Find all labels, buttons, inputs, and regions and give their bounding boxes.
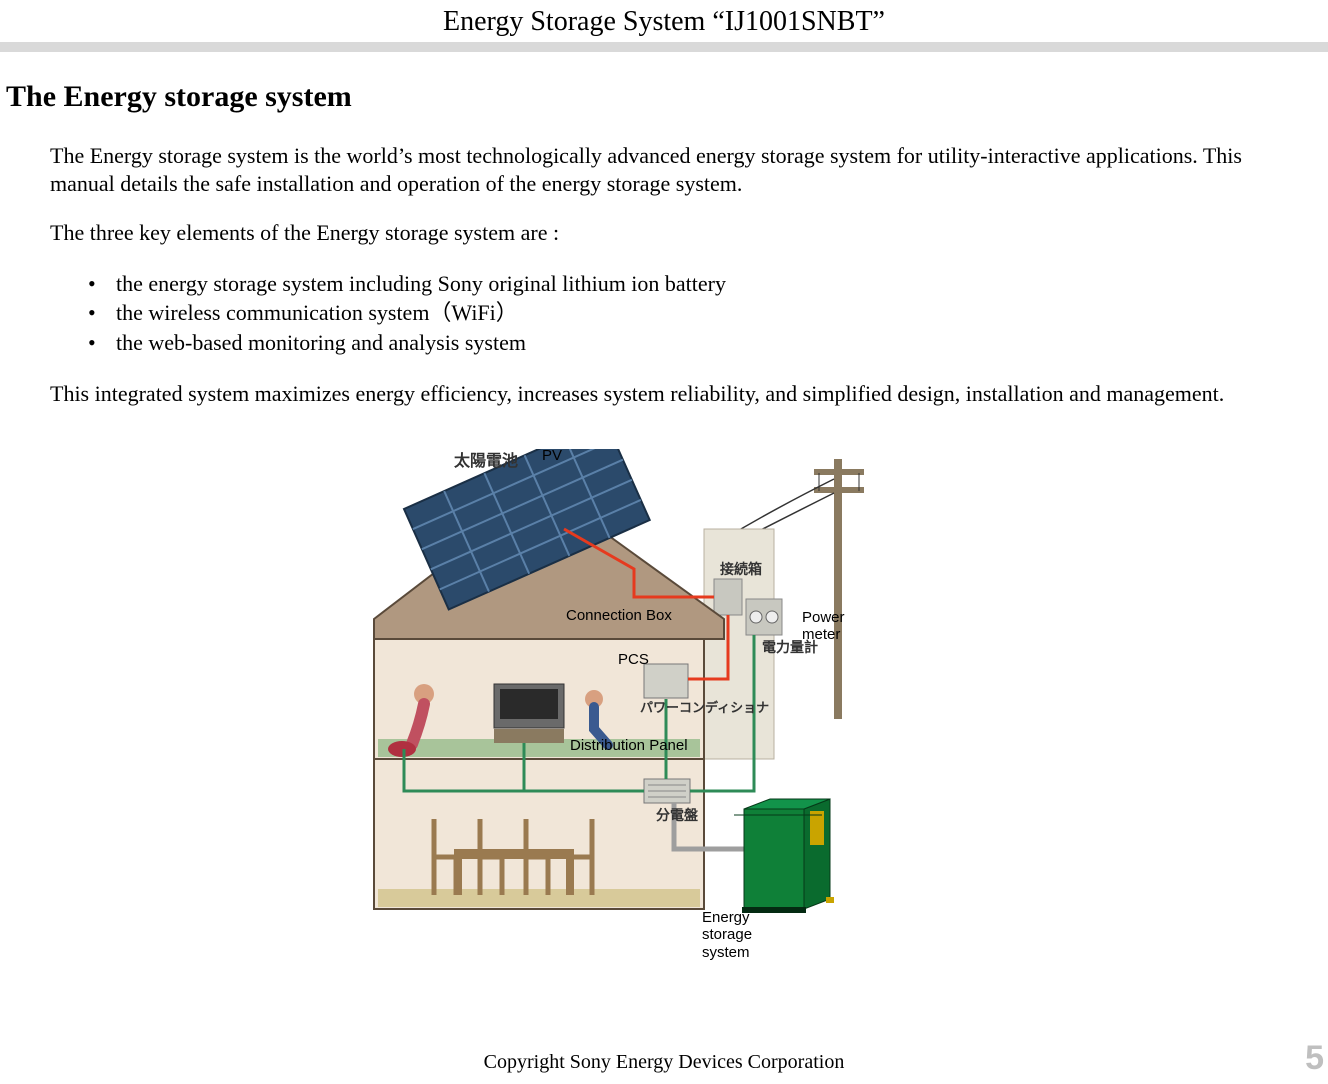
list-item: the web-based monitoring and analysis sy… [80,328,1302,358]
section-heading: The Energy storage system [0,52,1328,114]
jp-label-distribution-panel: 分電盤 [656,805,698,825]
label-power-meter: Power meter [802,609,845,644]
label-ess: Energy storage system [702,909,752,961]
label-pv: PV [542,447,562,464]
list-item: the wireless communication system（WiFi） [80,298,1302,328]
body-text-block: The Energy storage system is the world’s… [0,114,1328,407]
ess-unit-icon [734,789,844,919]
outro-paragraph: This integrated system maximizes energy … [50,380,1302,408]
copyright-footer: Copyright Sony Energy Devices Corporatio… [0,1051,1328,1074]
key-elements-list: the energy storage system including Sony… [50,269,1302,358]
list-item: the energy storage system including Sony… [80,269,1302,299]
page-number: 5 [1305,1039,1324,1078]
label-pcs: PCS [618,651,649,668]
list-intro: The three key elements of the Energy sto… [50,219,1302,247]
header-divider [0,42,1328,52]
jp-label-pv: 太陽電池 [454,447,518,471]
label-distribution-panel: Distribution Panel [570,737,688,754]
intro-paragraph: The Energy storage system is the world’s… [50,142,1302,197]
jp-label-connection-box: 接続箱 [720,559,762,579]
jp-label-pcs: パワーコンディショナ [640,697,769,716]
system-diagram: 太陽電池 接続箱 電力量計 パワーコンディショナ 分電盤 PV Connecti… [344,429,984,969]
label-connection-box: Connection Box [566,607,672,624]
page-header: Energy Storage System “IJ1001SNBT” [0,0,1328,42]
